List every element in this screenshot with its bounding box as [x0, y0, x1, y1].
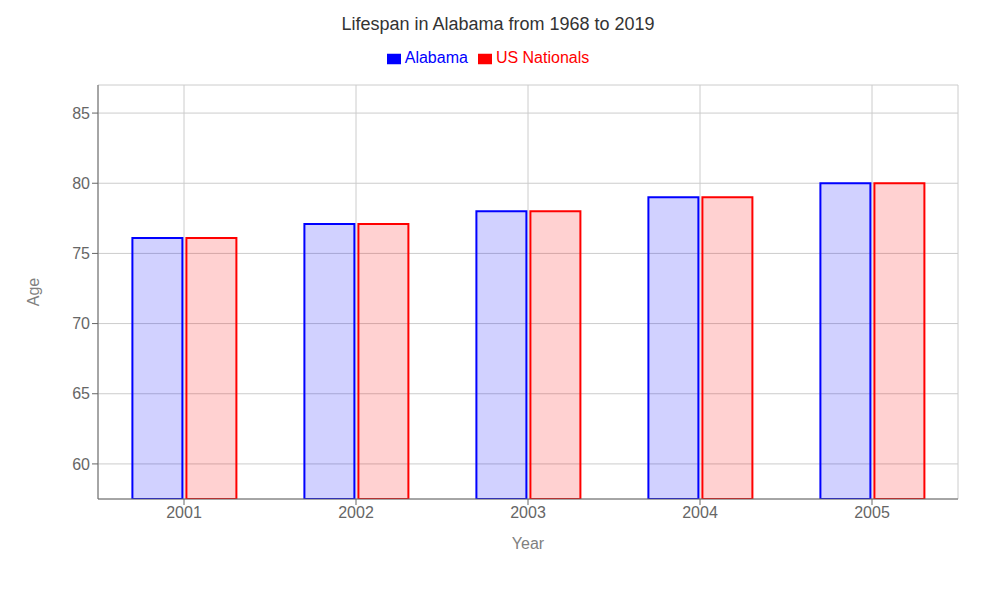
svg-text:85: 85 [72, 105, 90, 122]
svg-text:Year: Year [512, 535, 545, 552]
svg-text:65: 65 [72, 385, 90, 402]
html-text:US Nationals: US Nationals [495, 49, 590, 66]
svg-text:2001: 2001 [166, 504, 202, 521]
html-text:Lifespan in Alabama from 1968: Lifespan in Alabama from 1968 to 2019 [341, 14, 655, 34]
svg-text:70: 70 [72, 315, 90, 332]
html-text:Alabama: Alabama [404, 49, 468, 66]
svg-text:80: 80 [72, 175, 90, 192]
svg-text:2003: 2003 [510, 504, 546, 521]
svg-text:75: 75 [72, 245, 90, 262]
svg-text:2002: 2002 [338, 504, 374, 521]
svg-text:2004: 2004 [682, 504, 718, 521]
svg-text:60: 60 [72, 456, 90, 473]
svg-text:Age: Age [25, 278, 42, 307]
svg-text:2005: 2005 [854, 504, 890, 521]
